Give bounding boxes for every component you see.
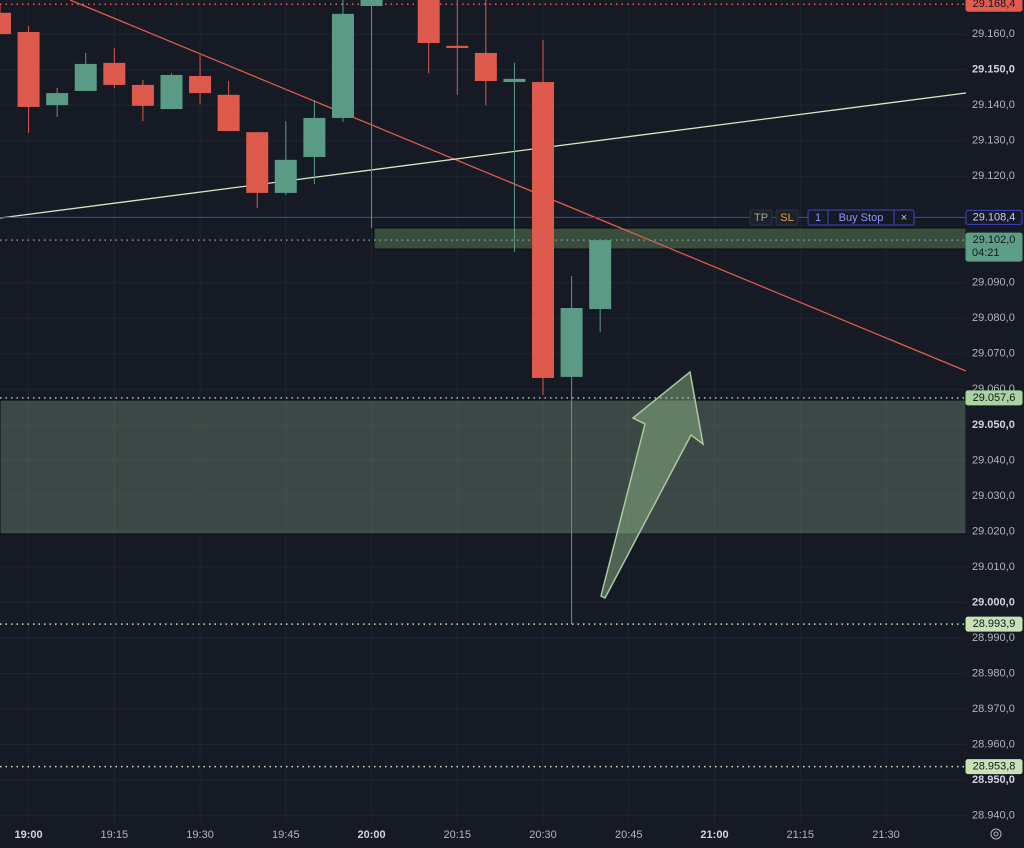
zone	[0, 399, 966, 535]
y-tick-label: 29.010,0	[972, 561, 1015, 573]
candle-body	[532, 82, 555, 378]
y-tick-label: 29.080,0	[972, 312, 1015, 324]
candle-body	[360, 0, 383, 7]
price-label: 29.057,6	[973, 392, 1016, 404]
price-label-box	[965, 209, 1023, 225]
candle-body	[560, 307, 583, 377]
settings-icon	[993, 831, 999, 837]
price-label-box	[965, 232, 1023, 262]
y-tick-label: 29.160,0	[972, 28, 1015, 40]
trend-line[interactable]	[69, 0, 966, 372]
trend-line[interactable]	[0, 92, 966, 219]
x-tick-label: 20:15	[444, 829, 472, 841]
x-tick-label: 20:00	[357, 829, 385, 841]
candle-body	[103, 62, 126, 85]
y-tick-label: 28.970,0	[972, 703, 1015, 715]
price-label-box	[965, 759, 1023, 775]
price-label-box	[965, 616, 1023, 632]
candle-body	[17, 31, 40, 107]
x-tick-label: 19:45	[272, 829, 300, 841]
order-box[interactable]	[807, 209, 915, 226]
arrow[interactable]	[600, 370, 705, 599]
candle-body	[303, 117, 326, 158]
order-qty: 1	[815, 212, 821, 224]
y-tick-label: 29.030,0	[972, 490, 1015, 502]
y-tick-label: 29.020,0	[972, 525, 1015, 537]
y-tick-label: 29.040,0	[972, 454, 1015, 466]
price-label: 28.993,9	[973, 618, 1016, 630]
candle-body	[189, 76, 212, 94]
candle-body	[446, 45, 469, 48]
x-tick-label: 20:30	[529, 829, 557, 841]
price-label: 29.108,4	[973, 211, 1016, 223]
y-tick-label: 29.130,0	[972, 135, 1015, 147]
y-tick-label: 29.070,0	[972, 348, 1015, 360]
y-tick-label: 29.150,0	[972, 64, 1015, 76]
x-tick-label: 19:30	[186, 829, 214, 841]
countdown: 04:21	[972, 247, 1000, 259]
candle-body	[74, 63, 97, 91]
levels	[0, 3, 966, 768]
axes: 29.160,0 29.150,0 29.140,0 29.130,0 29.120,0…	[15, 0, 1023, 841]
y-tick-label: 29.050,0	[972, 419, 1015, 431]
x-tick-label: 21:00	[700, 829, 728, 841]
candle-body	[246, 132, 269, 193]
candle-body	[331, 13, 354, 118]
y-tick-label: 28.960,0	[972, 738, 1015, 750]
order-panel[interactable]: TP SL 1 Buy Stop ×	[749, 209, 915, 226]
price-label: 28.953,8	[973, 760, 1016, 772]
candle-body	[474, 52, 497, 81]
y-tick-label: 29.120,0	[972, 170, 1015, 182]
drawings	[0, 0, 966, 535]
order-close[interactable]: ×	[901, 212, 907, 224]
y-tick-label: 28.940,0	[972, 810, 1015, 822]
y-tick-label: 28.990,0	[972, 632, 1015, 644]
x-tick-label: 19:00	[15, 829, 43, 841]
candle-body	[131, 84, 154, 106]
price-label: 29.102,0	[973, 234, 1016, 246]
price-label-box	[965, 390, 1023, 406]
candle-body	[589, 240, 612, 310]
price-label-box	[965, 0, 1023, 12]
zone	[373, 227, 966, 250]
y-tick-label: 28.950,0	[972, 774, 1015, 786]
y-tick-label: 29.140,0	[972, 99, 1015, 111]
x-tick-label: 21:15	[786, 829, 814, 841]
tp-button[interactable]	[749, 209, 773, 226]
candle-body	[503, 78, 526, 83]
price-label: 29.168,4	[973, 0, 1016, 10]
candle-body	[217, 94, 240, 132]
tp-text: TP	[754, 212, 768, 224]
order-label: Buy Stop	[839, 212, 884, 224]
x-tick-label: 20:45	[615, 829, 643, 841]
sl-text: SL	[780, 212, 793, 224]
x-tick-label: 21:30	[872, 829, 900, 841]
y-tick-label: 28.980,0	[972, 667, 1015, 679]
candle-body	[0, 12, 11, 35]
settings-icon[interactable]	[990, 828, 1002, 840]
x-tick-label: 19:15	[101, 829, 129, 841]
y-tick-label: 29.000,0	[972, 596, 1015, 608]
candle-body	[417, 0, 440, 43]
candle-body	[160, 74, 183, 110]
sl-button[interactable]	[775, 209, 799, 226]
candle-body	[46, 93, 69, 106]
y-tick-label: 29.090,0	[972, 277, 1015, 289]
candles	[0, 0, 612, 625]
candle-body	[274, 159, 297, 193]
